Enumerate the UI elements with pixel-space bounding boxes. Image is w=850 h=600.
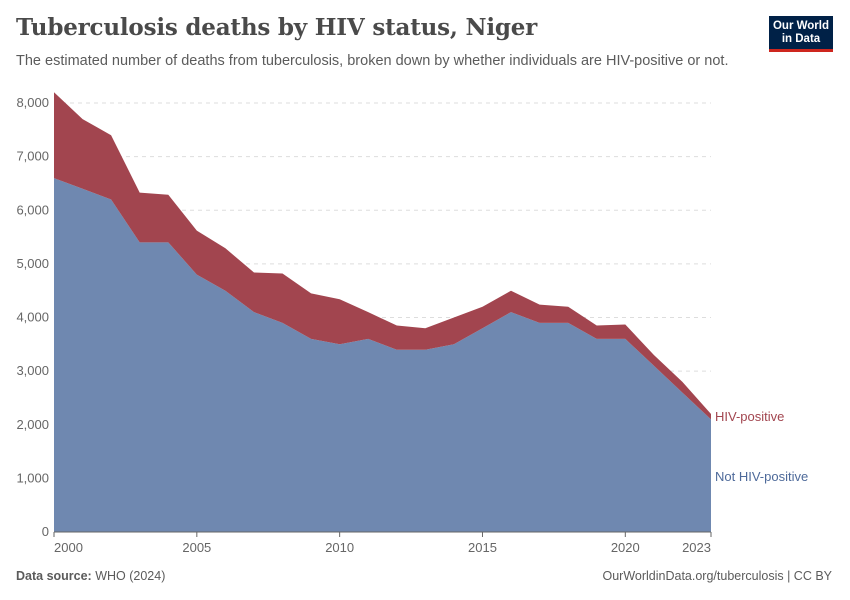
chart-subtitle: The estimated number of deaths from tube… — [16, 53, 729, 69]
data-source-label: Data source: — [16, 569, 92, 583]
owid-logo[interactable]: Our World in Data — [769, 16, 833, 52]
series-area-hiv-positive — [54, 92, 711, 420]
y-tick-label: 7,000 — [16, 149, 49, 164]
logo-line-2: in Data — [781, 33, 821, 45]
credit-link[interactable]: OurWorldinData.org/tuberculosis | CC BY — [602, 569, 833, 583]
x-tick-label: 2000 — [54, 540, 83, 555]
y-tick-label: 6,000 — [16, 202, 49, 217]
x-tick-label: 2005 — [182, 540, 211, 555]
y-tick-label: 0 — [42, 524, 49, 539]
logo-line-1: Our World — [772, 20, 829, 32]
chart-title: Tuberculosis deaths by HIV status, Niger — [16, 14, 538, 41]
series-label-hiv-positive: HIV-positive — [715, 409, 784, 424]
x-tick-label: 2015 — [468, 540, 497, 555]
y-tick-label: 3,000 — [16, 363, 49, 378]
y-tick-label: 5,000 — [16, 256, 49, 271]
data-source: Data source: WHO (2024) — [16, 569, 165, 583]
x-tick-label: 2023 — [682, 540, 711, 555]
y-tick-label: 1,000 — [16, 470, 49, 485]
y-tick-label: 4,000 — [16, 310, 49, 325]
y-tick-label: 8,000 — [16, 95, 49, 110]
y-tick-label: 2,000 — [16, 417, 49, 432]
series-label-not-hiv-positive: Not HIV-positive — [715, 469, 808, 484]
data-source-value: WHO (2024) — [95, 569, 166, 583]
x-tick-label: 2020 — [611, 540, 640, 555]
series-area-not-hiv-positive — [54, 178, 711, 532]
x-tick-label: 2010 — [325, 540, 354, 555]
